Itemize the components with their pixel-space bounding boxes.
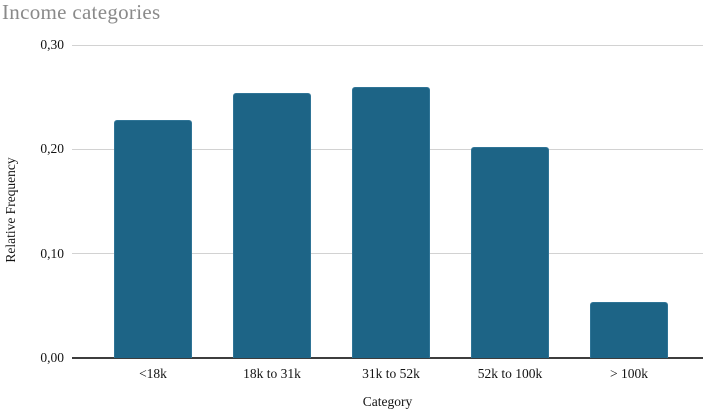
x-tick-label: 18k to 31k [243,366,301,381]
x-axis-title: Category [362,394,413,409]
gridline [72,44,703,46]
bar [590,301,668,358]
x-tick-label: <18k [139,366,167,381]
bar [471,147,549,358]
bar [114,120,192,358]
bar [233,93,311,358]
y-tick-label: 0,00 [40,350,64,365]
bar [352,86,430,358]
y-tick-label: 0,20 [40,141,64,157]
x-tick-label: 52k to 100k [477,366,543,381]
plot-area [72,44,703,359]
y-tick-label: 0,10 [40,245,64,261]
x-tick-label: > 100k [610,366,648,381]
chart-title: Income categories [2,0,161,24]
x-tick-label: 31k to 52k [362,366,420,381]
x-axis-line [72,357,703,359]
y-tick-label: 0,30 [40,37,64,52]
